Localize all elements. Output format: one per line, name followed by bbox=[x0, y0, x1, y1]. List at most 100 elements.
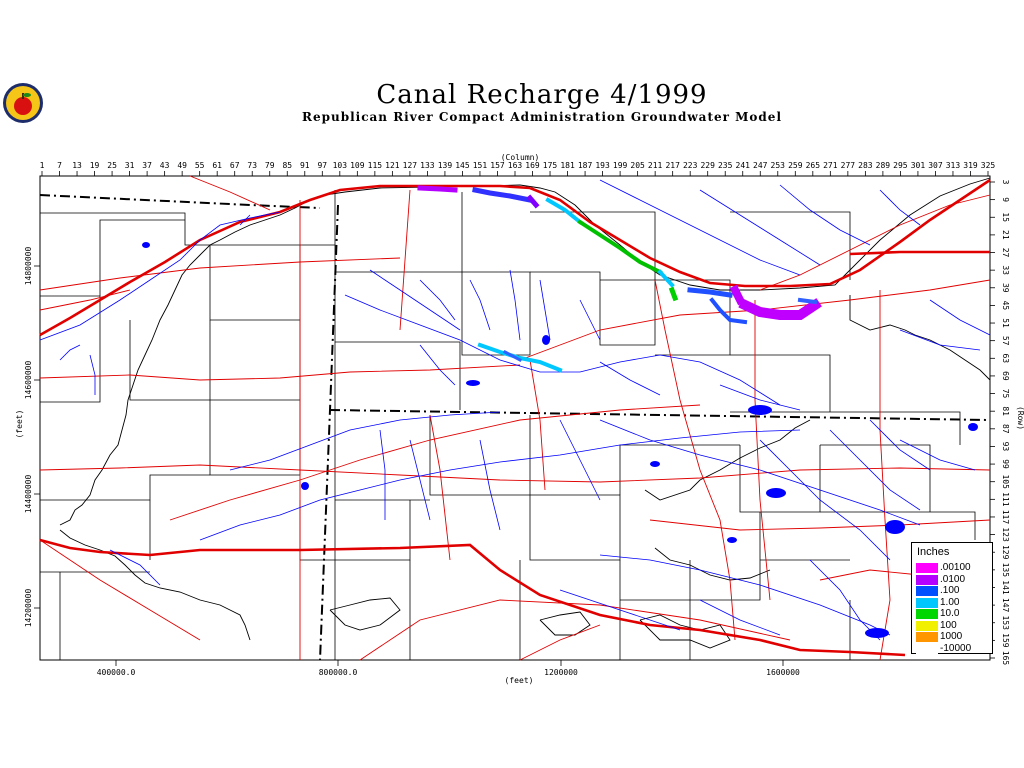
column-tick-label: 67 bbox=[230, 161, 240, 170]
column-tick-label: 283 bbox=[858, 161, 873, 170]
legend-swatch bbox=[916, 563, 938, 573]
column-tick-label: 241 bbox=[736, 161, 751, 170]
column-tick-label: 307 bbox=[928, 161, 943, 170]
column-tick-label: 271 bbox=[823, 161, 838, 170]
y-tick-label: 14200000 bbox=[24, 589, 33, 628]
legend-label: -10000 bbox=[940, 642, 972, 654]
column-tick-label: 199 bbox=[613, 161, 628, 170]
row-tick-label: 75 bbox=[1001, 389, 1010, 399]
row-tick-label: 81 bbox=[1001, 406, 1010, 416]
column-tick-label: 235 bbox=[718, 161, 733, 170]
column-tick-label: 289 bbox=[876, 161, 891, 170]
column-tick-label: 91 bbox=[300, 161, 310, 170]
column-tick-label: 325 bbox=[981, 161, 996, 170]
row-tick-label: 111 bbox=[1001, 492, 1010, 507]
legend-label: 100 bbox=[940, 619, 957, 631]
legend-swatch bbox=[916, 632, 938, 642]
row-tick-label: 69 bbox=[1001, 371, 1010, 381]
column-tick-label: 277 bbox=[841, 161, 856, 170]
state-lines bbox=[39, 194, 991, 661]
row-tick-label: 153 bbox=[1001, 616, 1010, 631]
row-tick-label: 27 bbox=[1001, 248, 1010, 258]
legend-label: 10.0 bbox=[940, 608, 960, 619]
row-tick-label: 45 bbox=[1001, 301, 1010, 311]
column-tick-label: 163 bbox=[508, 161, 523, 170]
column-tick-label: 139 bbox=[438, 161, 453, 170]
row-tick-label: 165 bbox=[1001, 651, 1010, 666]
legend-label: .00100 bbox=[940, 562, 971, 573]
legend-swatch bbox=[916, 609, 938, 619]
column-tick-label: 19 bbox=[90, 161, 100, 170]
column-tick-label: 157 bbox=[490, 161, 505, 170]
column-axis-label: (Column) bbox=[501, 153, 540, 162]
column-tick-label: 313 bbox=[946, 161, 961, 170]
map-title: Canal Recharge 4/1999 bbox=[376, 80, 708, 110]
reservoirs bbox=[142, 242, 978, 638]
column-tick-label: 103 bbox=[333, 161, 348, 170]
county-boundaries bbox=[40, 190, 976, 660]
legend-label: .0100 bbox=[940, 573, 966, 585]
column-tick-label: 217 bbox=[665, 161, 680, 170]
y-axis: 14800000 14600000 14400000 14200000 bbox=[24, 247, 40, 628]
canal-recharge-cells bbox=[417, 185, 822, 373]
column-tick-label: 169 bbox=[525, 161, 540, 170]
column-tick-label: 205 bbox=[630, 161, 645, 170]
row-tick-label: 57 bbox=[1001, 336, 1010, 346]
row-tick-label: 33 bbox=[1001, 265, 1010, 275]
column-tick-label: 265 bbox=[806, 161, 821, 170]
row-tick-label: 117 bbox=[1001, 510, 1010, 525]
column-tick-label: 181 bbox=[560, 161, 575, 170]
x-tick-label: 1200000 bbox=[544, 668, 578, 677]
column-tick-label: 97 bbox=[317, 161, 327, 170]
legend: Inches .00100.0100.100 1.00 10.0 100 1000 -10… bbox=[911, 542, 993, 654]
y-tick-label: 14600000 bbox=[24, 361, 33, 400]
roads bbox=[39, 175, 991, 661]
row-tick-label: 63 bbox=[1001, 353, 1010, 363]
legend-swatch bbox=[916, 620, 938, 631]
x-tick-label: 400000.0 bbox=[97, 668, 136, 677]
row-axis-label: (Row) bbox=[1016, 406, 1024, 430]
column-tick-label: 319 bbox=[963, 161, 978, 170]
row-tick-label: 3 bbox=[1001, 180, 1010, 185]
column-tick-label: 85 bbox=[282, 161, 292, 170]
y-axis-label: (feet) bbox=[15, 410, 24, 439]
legend-label: 1000 bbox=[940, 631, 963, 642]
legend-swatch bbox=[916, 597, 938, 608]
column-axis: 1 7 13 19 25 31 37 43 49 55 61 67 73 79 85 91 97 103 109 11… bbox=[40, 161, 996, 176]
legend-swatch bbox=[916, 574, 938, 585]
row-tick-label: 93 bbox=[1001, 442, 1010, 452]
column-tick-label: 43 bbox=[160, 161, 170, 170]
legend-swatch bbox=[916, 586, 938, 596]
column-tick-label: 223 bbox=[683, 161, 698, 170]
x-axis-label: (feet) bbox=[505, 676, 534, 685]
column-tick-label: 49 bbox=[177, 161, 187, 170]
column-tick-label: 259 bbox=[788, 161, 803, 170]
column-tick-label: 247 bbox=[753, 161, 768, 170]
row-tick-label: 9 bbox=[1001, 197, 1010, 202]
row-tick-label: 87 bbox=[1001, 424, 1010, 434]
column-tick-label: 25 bbox=[107, 161, 117, 170]
legend-label: 1.00 bbox=[940, 596, 960, 608]
x-tick-label: 1600000 bbox=[766, 668, 800, 677]
row-tick-label: 135 bbox=[1001, 563, 1010, 578]
column-tick-label: 193 bbox=[595, 161, 610, 170]
row-axis: 3915212733394551576369758187939910511111… bbox=[990, 180, 1010, 666]
column-tick-label: 175 bbox=[543, 161, 558, 170]
row-tick-label: 141 bbox=[1001, 580, 1010, 595]
column-tick-label: 253 bbox=[771, 161, 786, 170]
row-tick-label: 21 bbox=[1001, 230, 1010, 240]
column-tick-label: 31 bbox=[125, 161, 135, 170]
row-tick-label: 51 bbox=[1001, 318, 1010, 328]
column-tick-label: 145 bbox=[455, 161, 470, 170]
row-tick-label: 129 bbox=[1001, 545, 1010, 560]
column-tick-label: 73 bbox=[247, 161, 257, 170]
x-axis: 400000.0 800000.0 1200000 1600000 bbox=[97, 660, 800, 677]
aquifer-boundary bbox=[59, 177, 991, 649]
legend-label: .100 bbox=[940, 585, 960, 596]
legend-title: Inches bbox=[917, 546, 950, 558]
rivers bbox=[39, 179, 991, 641]
row-tick-label: 39 bbox=[1001, 283, 1010, 293]
column-tick-label: 7 bbox=[57, 161, 62, 170]
column-tick-label: 127 bbox=[403, 161, 418, 170]
